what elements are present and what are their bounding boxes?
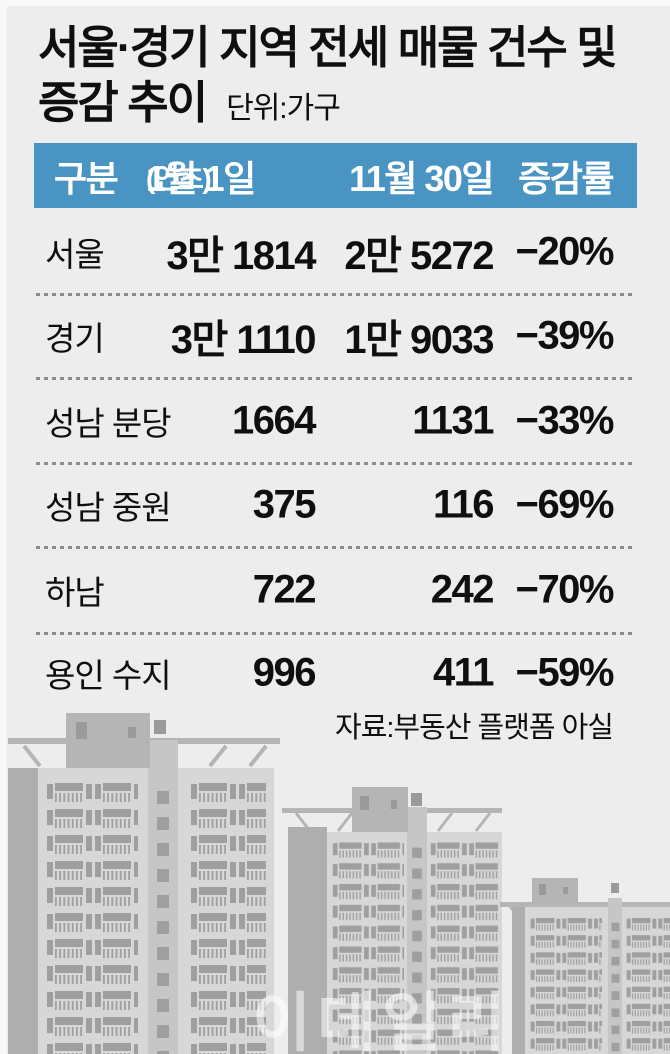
- top-edge-strip: [0, 0, 670, 6]
- header-col-jan1: 1월 1일 (연초): [146, 155, 256, 199]
- row-label: 경기: [45, 320, 105, 357]
- row-jan1-value: 3만 1814: [166, 234, 316, 278]
- row-nov30-value: 116: [432, 482, 495, 527]
- row-label: 용인 수지: [45, 657, 172, 694]
- source-label: 자료:부동산 플랫폼 아실: [335, 712, 614, 744]
- table-header: 구분 1월 1일 (연초) 11월 30일 증감률: [34, 143, 637, 208]
- header-col-jan1-sub: (연초): [146, 162, 212, 194]
- row-change-value: −20%: [515, 229, 615, 274]
- row-nov30-value: 2만 5272: [344, 234, 494, 278]
- row-separator: [36, 546, 634, 549]
- title-line1: 서울·경기 지역 전세 매물 건수 및: [38, 22, 618, 73]
- row-change-value: −59%: [515, 650, 615, 695]
- row-nov30-value: 1131: [412, 398, 494, 443]
- unit-label: 단위:가구: [226, 92, 341, 125]
- row-jan1-value: 996: [252, 650, 317, 695]
- table-row: 경기 3만 1110 1만 9033 −39%: [0, 294, 670, 378]
- page-title: 서울·경기 지역 전세 매물 건수 및 증감 추이 단위:가구: [38, 20, 618, 136]
- row-jan1-value: 3만 1110: [170, 318, 317, 362]
- header-col-nov30: 11월 30일: [349, 157, 494, 199]
- table-row: 용인 수지 996 411 −59%: [0, 631, 670, 715]
- row-change-value: −39%: [515, 313, 615, 358]
- table-row: 성남 중원 375 116 −69%: [0, 463, 670, 547]
- header-col-gubun: 구분: [54, 157, 119, 199]
- row-label: 성남 분당: [45, 405, 172, 442]
- row-jan1-value: 722: [252, 567, 317, 612]
- title-line2: 증감 추이: [38, 77, 208, 128]
- apartment-buildings-illustration: [8, 713, 670, 1054]
- row-change-value: −69%: [515, 482, 615, 527]
- row-change-value: −70%: [515, 567, 615, 612]
- watermark-logo: 이데일리: [252, 987, 512, 1054]
- row-label: 서울: [45, 236, 105, 273]
- row-separator: [36, 462, 634, 465]
- row-label: 성남 중원: [45, 489, 172, 526]
- left-edge-strip: [0, 0, 7, 1054]
- row-nov30-value: 242: [430, 567, 495, 612]
- row-nov30-value: 411: [432, 650, 495, 695]
- row-jan1-value: 1664: [232, 398, 316, 443]
- row-label: 하남: [45, 574, 105, 611]
- row-separator: [36, 377, 634, 380]
- table-row: 성남 분당 1664 1131 −33%: [0, 379, 670, 463]
- row-jan1-value: 375: [252, 482, 317, 527]
- row-separator: [36, 293, 634, 296]
- row-nov30-value: 1만 9033: [344, 318, 494, 362]
- row-change-value: −33%: [515, 398, 615, 443]
- header-col-change: 증감률: [518, 157, 614, 199]
- table-row: 서울 3만 1814 2만 5272 −20%: [0, 210, 670, 294]
- table-row: 하남 722 242 −70%: [0, 548, 670, 632]
- header-col-jan1-main: 1월 1일: [146, 157, 256, 199]
- row-separator: [36, 632, 634, 635]
